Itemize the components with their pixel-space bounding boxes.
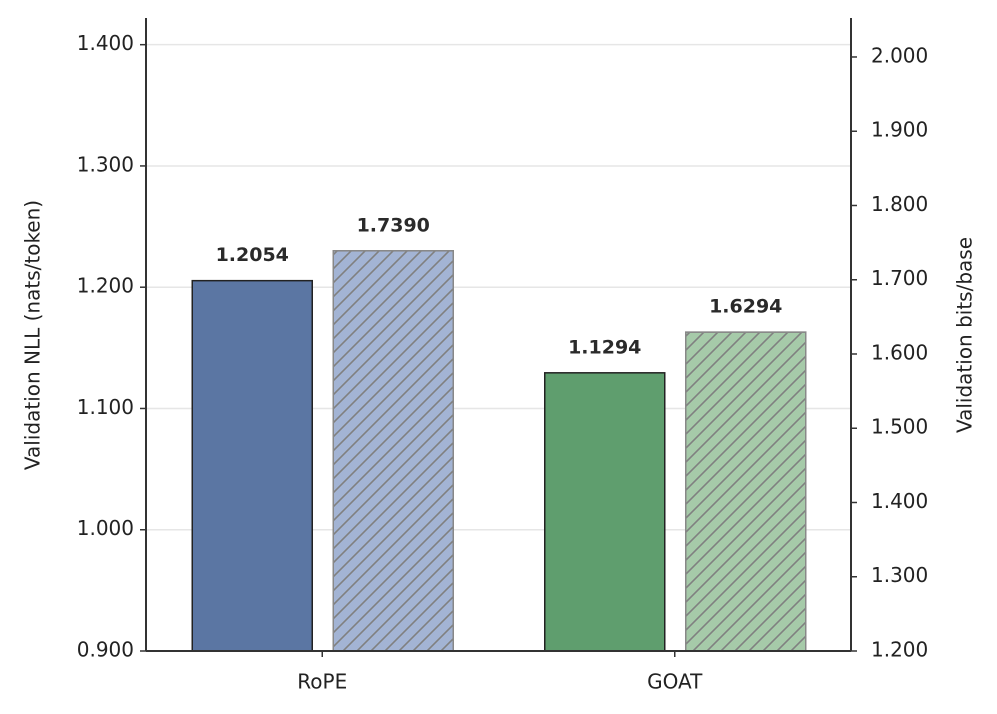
y-tick-label: 0.900 [77, 638, 134, 662]
y-tick-label: 1.400 [77, 31, 134, 55]
x-tick-label: GOAT [647, 670, 703, 694]
value-label: 1.2054 [216, 244, 289, 266]
bar-hatch [685, 331, 807, 652]
y2-tick-label: 2.000 [871, 43, 928, 67]
y-tick-label: 1.200 [77, 274, 134, 298]
value-label: 1.1294 [568, 336, 641, 358]
value-label: 1.6294 [709, 296, 782, 318]
y2-tick-label: 1.600 [871, 340, 928, 364]
y-tick-label: 1.000 [77, 516, 134, 540]
bar [544, 372, 666, 652]
value-label: 1.7390 [357, 214, 430, 236]
y-axis-label: Validation NLL (nats/token) [21, 200, 45, 470]
y2-axis-label: Validation bits/base [953, 237, 977, 433]
y2-tick-label: 1.700 [871, 266, 928, 290]
bar-hatch [332, 250, 454, 652]
bar [191, 279, 313, 652]
y-tick-label: 1.300 [77, 152, 134, 176]
y2-tick-label: 1.500 [871, 415, 928, 439]
y-tick-label: 1.100 [77, 395, 134, 419]
x-tick-label: RoPE [297, 670, 347, 694]
y2-tick-label: 1.200 [871, 638, 928, 662]
y2-tick-label: 1.900 [871, 118, 928, 142]
y2-tick-label: 1.400 [871, 489, 928, 513]
y2-tick-label: 1.300 [871, 563, 928, 587]
y2-tick-label: 1.800 [871, 192, 928, 216]
